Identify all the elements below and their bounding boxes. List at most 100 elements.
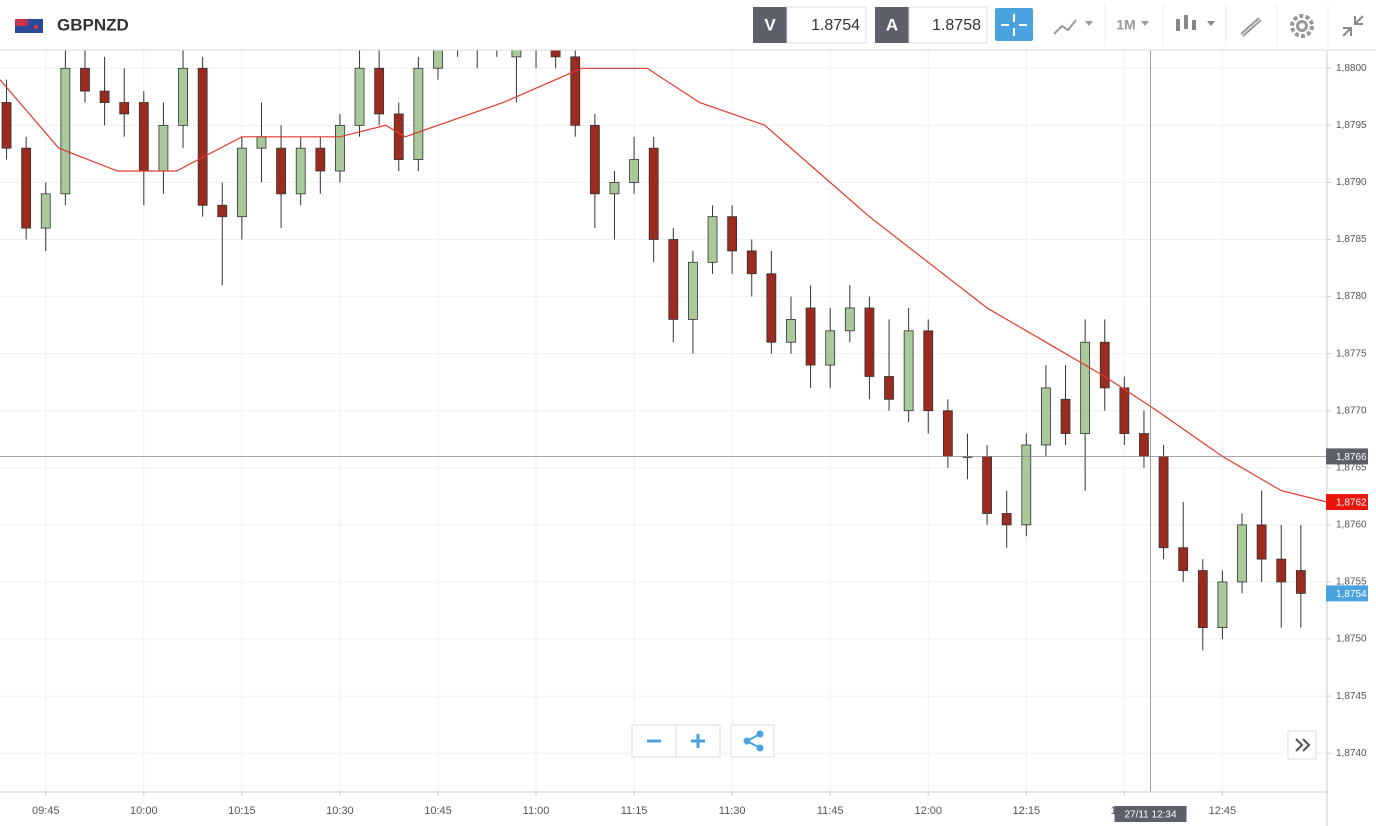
candle-body: [1119, 387, 1130, 434]
candle-body: [178, 67, 188, 126]
settings-button[interactable]: [1290, 14, 1314, 38]
candle-body: [354, 67, 365, 126]
candle-body: [570, 56, 581, 126]
crosshair-time-box: [1114, 806, 1187, 822]
x-tick-label: 10:30: [326, 805, 354, 817]
candle-body: [1256, 524, 1267, 560]
x-tick-label: 11:00: [523, 805, 550, 817]
candle-body: [1139, 433, 1149, 457]
candle-body: [256, 136, 267, 149]
candle-body: [1197, 570, 1208, 629]
candle-body: [119, 102, 130, 115]
candle-body: [1060, 398, 1071, 434]
timeframe[interactable]: 1M: [1116, 17, 1135, 33]
crosshair-price-label: 1,8766: [1336, 452, 1367, 463]
collapse-button[interactable]: [1342, 15, 1364, 37]
y-tick-label: 1,8750: [1336, 634, 1367, 645]
candle-body: [236, 147, 247, 218]
candle-body: [864, 307, 875, 377]
candle-body: [80, 67, 90, 92]
candle-body: [21, 147, 32, 229]
candle-body: [197, 67, 208, 206]
share-button[interactable]: [730, 724, 775, 758]
moving-average-line: [0, 67, 1328, 503]
candle-body: [982, 455, 992, 514]
candle-body: [295, 147, 306, 195]
candle-body: [1099, 341, 1110, 389]
plot: [0, 0, 1328, 792]
candle-body: [1041, 387, 1051, 446]
bid-box[interactable]: [786, 6, 867, 44]
candle-body: [335, 124, 345, 172]
y-tick-label: 1,8780: [1336, 291, 1367, 302]
candle-body: [825, 330, 836, 366]
axes: 1,87401,87451,87501,87551,87601,87651,87…: [32, 63, 1368, 822]
candle-body: [688, 261, 698, 320]
candle-body: [138, 102, 149, 172]
y-tick-label: 1,8760: [1336, 520, 1367, 531]
candle-body: [393, 113, 404, 160]
candle-body: [40, 193, 51, 229]
crosshair-button[interactable]: [995, 8, 1033, 41]
x-tick-label: 12:15: [1013, 805, 1041, 817]
candle-body: [903, 330, 914, 412]
y-tick-label: 1,8790: [1336, 177, 1367, 188]
candle-body: [746, 250, 757, 275]
candle-body: [707, 216, 718, 263]
candle-body: [805, 307, 816, 366]
ask-box[interactable]: [908, 6, 988, 44]
candle-body: [1, 102, 12, 149]
draw-button[interactable]: [1240, 17, 1262, 37]
candle-body: [374, 67, 385, 115]
grid: [0, 50, 1327, 792]
chart-type-button[interactable]: [1053, 19, 1093, 35]
flag-icon: [15, 19, 43, 33]
ask-value: 1.8758: [932, 17, 981, 34]
scroll-right-button[interactable]: [1287, 730, 1317, 760]
x-tick-label: 10:45: [424, 805, 452, 817]
candle-body: [942, 410, 953, 457]
y-tick-label: 1,8755: [1336, 577, 1367, 588]
candle-body: [1021, 444, 1032, 526]
candle-body: [1295, 570, 1306, 594]
candle-body: [158, 124, 169, 172]
zoom-out-button[interactable]: [631, 724, 677, 758]
y-tick-label: 1,8770: [1336, 405, 1367, 416]
candle-body: [884, 376, 894, 400]
x-tick-label: 11:30: [719, 805, 746, 817]
candle-body: [1217, 581, 1228, 629]
candle-body: [923, 330, 934, 412]
candle-type-button[interactable]: [1176, 15, 1215, 31]
ma-price-box: [1326, 494, 1368, 511]
bid-button[interactable]: [753, 7, 787, 43]
y-tick-label: 1,8785: [1336, 234, 1367, 245]
y-tick-label: 1,8775: [1336, 348, 1367, 359]
candle-body: [727, 216, 738, 252]
candle-body: [609, 182, 620, 195]
bid-value: 1.8754: [811, 17, 860, 34]
candle-body: [276, 147, 286, 195]
ask-label: A: [886, 15, 898, 34]
y-tick-label: 1,8740: [1336, 748, 1367, 759]
x-tick-label: 10:15: [228, 805, 256, 817]
candle-body: [648, 147, 659, 240]
timeframe-arrow: [1141, 21, 1149, 26]
last-price-label: 1,8754: [1336, 589, 1367, 600]
candle-body: [589, 124, 600, 195]
x-tick-label: 11:15: [621, 805, 648, 817]
candle-body: [99, 90, 110, 103]
y-tick-label: 1,8745: [1336, 691, 1367, 702]
candle-body: [1237, 524, 1247, 583]
candle-body: [1001, 513, 1012, 526]
candle-body: [766, 273, 777, 343]
x-tick-label: 10:00: [130, 805, 158, 817]
y-tick-label: 1,8800: [1336, 63, 1367, 74]
ask-button[interactable]: [875, 7, 909, 43]
x-tick-label: 12:00: [914, 805, 942, 817]
zoom-in-button[interactable]: [675, 724, 721, 758]
bid-label: V: [764, 15, 776, 34]
candle-body: [1178, 547, 1189, 571]
